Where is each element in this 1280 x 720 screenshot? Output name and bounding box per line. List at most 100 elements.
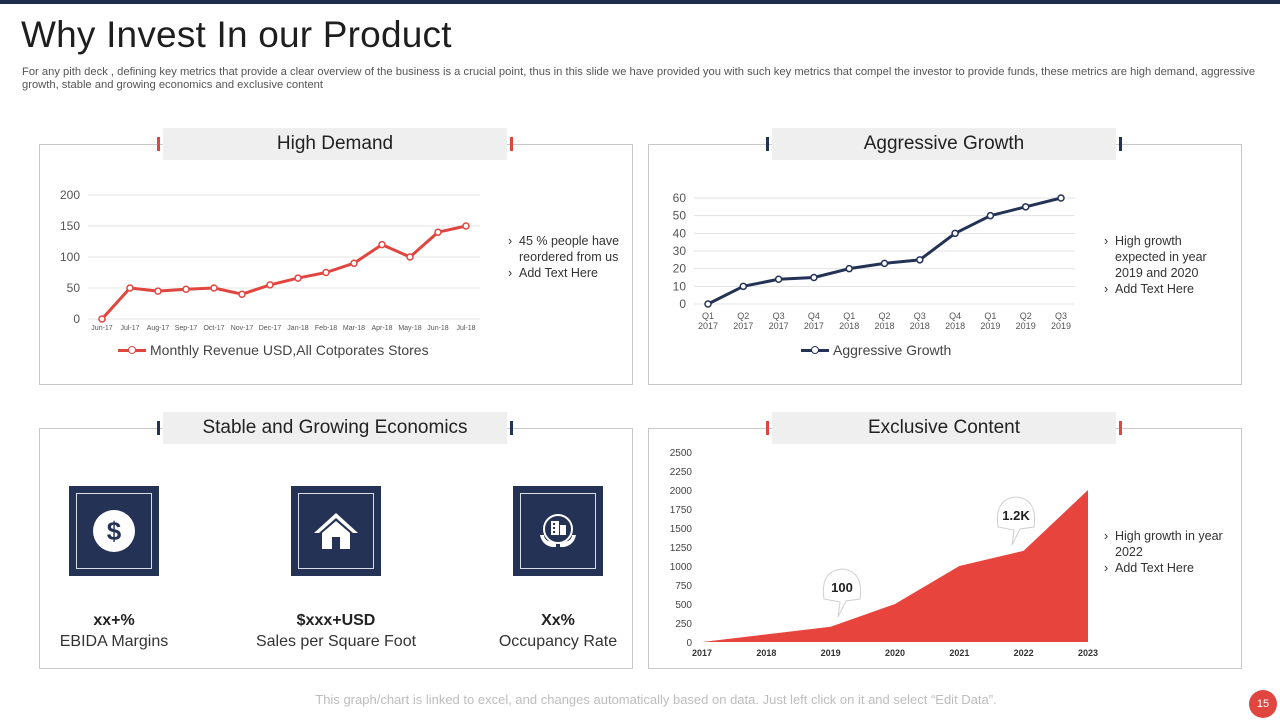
metric-label: EBIDA Margins bbox=[59, 633, 169, 650]
data-point bbox=[238, 290, 246, 298]
header-tick bbox=[157, 137, 160, 151]
panel-title: Aggressive Growth bbox=[863, 133, 1025, 154]
x-tick-label: 2019 bbox=[980, 321, 1000, 331]
panel-title: Stable and Growing Economics bbox=[202, 417, 468, 438]
x-tick-label: Jul-18 bbox=[456, 325, 475, 332]
y-tick-label: 40 bbox=[673, 226, 687, 240]
x-tick-label: 2021 bbox=[949, 648, 969, 658]
data-point bbox=[210, 284, 218, 292]
x-tick-label: 2023 bbox=[1078, 648, 1098, 658]
y-tick-label: 2000 bbox=[670, 486, 693, 497]
y-tick-label: 100 bbox=[60, 250, 80, 264]
x-tick-label: Oct-17 bbox=[203, 325, 224, 332]
x-tick-label: 2018 bbox=[910, 321, 930, 331]
legend-label: Monthly Revenue USD,All Cotporates Store… bbox=[150, 342, 429, 358]
exclusive-content-header: Exclusive Content bbox=[766, 412, 1122, 444]
y-tick-label: 500 bbox=[675, 600, 692, 611]
x-tick-label: Nov-17 bbox=[231, 325, 254, 332]
x-tick-label: Q3 bbox=[1055, 311, 1067, 321]
x-tick-label: 2017 bbox=[769, 321, 789, 331]
exclusive-content-chart[interactable]: 0 250 500 750 1000 1250 1500 1750 2000 2250 2500 20… bbox=[649, 429, 1243, 670]
bullet-item: Add Text Here bbox=[508, 265, 626, 281]
top-accent-bar bbox=[0, 0, 1280, 4]
x-tick-label: 2019 bbox=[1051, 321, 1071, 331]
y-tick-label: 1750 bbox=[670, 505, 693, 516]
callout-bubble bbox=[996, 496, 1036, 546]
y-tick-label: 200 bbox=[60, 188, 80, 202]
x-tick-label: 2019 bbox=[821, 648, 841, 658]
x-tick-label: Q4 bbox=[949, 311, 961, 321]
data-point bbox=[322, 268, 330, 277]
data-point bbox=[1021, 203, 1030, 211]
aggressive-growth-bullets: High growth expected in year 2019 and 20… bbox=[1104, 233, 1224, 297]
data-point bbox=[951, 229, 959, 238]
y-tick-label: 20 bbox=[673, 262, 687, 276]
y-tick-label: 2250 bbox=[670, 467, 693, 478]
x-tick-label: Q2 bbox=[737, 311, 749, 321]
y-tick-label: 30 bbox=[673, 244, 687, 258]
y-tick-label: 50 bbox=[67, 281, 81, 295]
x-tick-label: Q1 bbox=[843, 311, 855, 321]
series-area bbox=[702, 490, 1088, 642]
y-tick-label: 10 bbox=[673, 279, 687, 293]
x-tick-label: Q4 bbox=[808, 311, 820, 321]
x-tick-label: 2017 bbox=[698, 321, 718, 331]
y-tick-label: 2500 bbox=[670, 448, 693, 459]
y-tick-label: 60 bbox=[673, 191, 687, 205]
x-tick-label: 2020 bbox=[885, 648, 905, 658]
data-point bbox=[880, 259, 889, 268]
metric-sales-per-sqft: $xxx+USD Sales per Square Foot bbox=[226, 486, 446, 651]
high-demand-legend: Monthly Revenue USD,All Cotporates Store… bbox=[118, 342, 429, 358]
metric-label: Occupancy Rate bbox=[498, 633, 618, 650]
metric-label: Sales per Square Foot bbox=[255, 633, 417, 650]
aggressive-growth-panel: 0 10 20 30 40 50 60 Q1 2017 Q2 2017 Q3 2017 Q4 2017 Q1 2… bbox=[648, 144, 1242, 385]
y-tick-label: 750 bbox=[675, 581, 692, 592]
data-point bbox=[462, 222, 470, 230]
x-tick-label: 2019 bbox=[1016, 321, 1036, 331]
metric-icon-box bbox=[513, 486, 603, 576]
aggressive-growth-legend: Aggressive Growth bbox=[801, 342, 951, 358]
metric-value: xx+% bbox=[93, 612, 135, 629]
legend-swatch bbox=[801, 345, 829, 354]
metric-icon-box: $ bbox=[69, 486, 159, 576]
panel-title: Exclusive Content bbox=[867, 417, 1021, 438]
data-point bbox=[266, 281, 274, 289]
high-demand-chart[interactable]: 0 50 100 150 200 Jun-17 Jul-17 Aug-17 Sep-17 Oct-… bbox=[40, 175, 634, 375]
x-tick-label: Dec-17 bbox=[259, 325, 282, 332]
svg-text:$: $ bbox=[107, 516, 122, 546]
legend-swatch bbox=[118, 345, 146, 354]
x-tick-label: Q2 bbox=[1020, 311, 1032, 321]
data-point bbox=[916, 256, 924, 264]
legend-label: Aggressive Growth bbox=[833, 342, 952, 358]
data-point bbox=[126, 284, 134, 292]
x-tick-label: Q2 bbox=[878, 311, 890, 321]
aggressive-growth-chart[interactable]: 0102030405060Q12017Q22017Q32017Q42017Q12… bbox=[649, 175, 1243, 375]
callout-label: 1.2K bbox=[1002, 508, 1030, 523]
header-tick bbox=[766, 137, 769, 151]
metric-ebida: $ xx+% EBIDA Margins bbox=[4, 486, 224, 651]
data-point bbox=[350, 259, 358, 267]
x-tick-label: Aug-17 bbox=[147, 325, 170, 332]
data-point bbox=[154, 287, 162, 295]
data-point bbox=[1057, 194, 1065, 202]
y-tick-label: 0 bbox=[73, 312, 80, 326]
x-tick-label: Apr-18 bbox=[371, 325, 392, 332]
header-tick bbox=[1119, 137, 1122, 151]
data-point bbox=[845, 264, 853, 273]
y-tick-label: 0 bbox=[686, 638, 692, 649]
x-tick-label: 2022 bbox=[1014, 648, 1034, 658]
bullet-item: Add Text Here bbox=[1104, 281, 1224, 297]
metric-value: Xx% bbox=[541, 612, 575, 629]
exclusive-content-panel: 0 250 500 750 1000 1250 1500 1750 2000 2250 2500 20… bbox=[648, 428, 1242, 669]
economics-panel: $ xx+% EBIDA Margins $xxx+USD Sales per … bbox=[39, 428, 633, 669]
header-tick bbox=[510, 421, 513, 435]
x-tick-label: Jul-17 bbox=[120, 325, 139, 332]
y-tick-label: 1000 bbox=[670, 562, 693, 573]
y-tick-label: 1500 bbox=[670, 524, 693, 535]
x-tick-label: 2017 bbox=[804, 321, 824, 331]
x-tick-label: Feb-18 bbox=[315, 325, 337, 332]
data-point bbox=[378, 240, 386, 249]
data-point bbox=[774, 275, 783, 284]
data-point bbox=[810, 273, 818, 282]
page-number-badge: 15 bbox=[1249, 690, 1277, 718]
